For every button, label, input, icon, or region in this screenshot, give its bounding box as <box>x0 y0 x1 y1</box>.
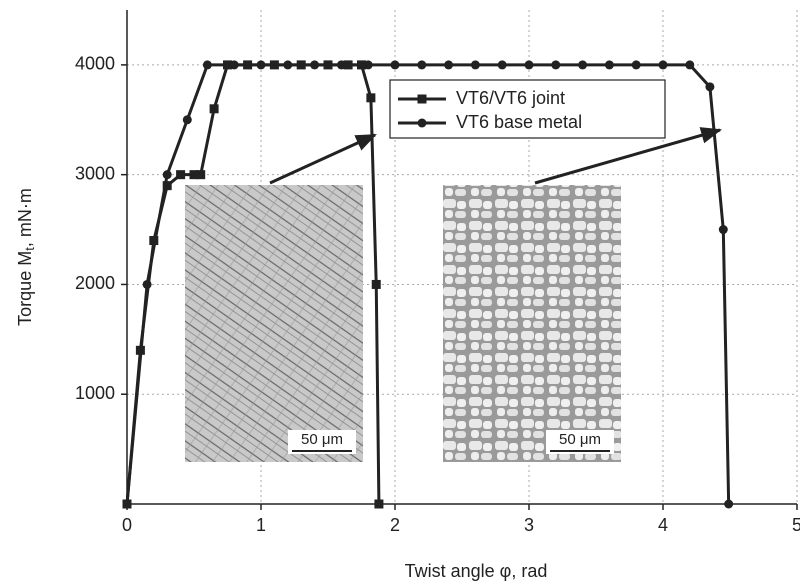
arrow <box>270 135 375 183</box>
marker <box>210 104 219 113</box>
marker <box>283 60 292 69</box>
marker <box>551 60 560 69</box>
x-axis-label: Twist angle φ, rad <box>405 561 548 581</box>
chart: 50 μm 50 μm Twist angle φ, rad Torque Mt… <box>0 0 800 585</box>
y-tick-label: 4000 <box>75 54 115 74</box>
y-tick-label: 3000 <box>75 163 115 183</box>
legend-label: VT6 base metal <box>456 112 582 132</box>
x-tick-label: 1 <box>256 515 266 535</box>
marker <box>605 60 614 69</box>
marker <box>310 60 319 69</box>
legend-label: VT6/VT6 joint <box>456 88 565 108</box>
marker <box>632 60 641 69</box>
marker <box>337 60 346 69</box>
marker <box>578 60 587 69</box>
legend: VT6/VT6 joint VT6 base metal <box>390 80 665 138</box>
insets: 50 μm 50 μm <box>185 130 720 462</box>
x-tick-label: 2 <box>390 515 400 535</box>
y-axis-label-part: Torque M <box>15 251 35 326</box>
marker <box>203 60 212 69</box>
y-tick-label: 1000 <box>75 383 115 403</box>
marker <box>471 60 480 69</box>
x-tick-label: 4 <box>658 515 668 535</box>
marker <box>163 170 172 179</box>
marker <box>659 60 668 69</box>
x-tick-label: 3 <box>524 515 534 535</box>
x-tick-label: 0 <box>122 515 132 535</box>
marker <box>366 93 375 102</box>
marker <box>196 170 205 179</box>
marker <box>143 280 152 289</box>
marker <box>257 60 266 69</box>
marker <box>364 60 373 69</box>
marker <box>418 119 427 128</box>
marker <box>705 82 714 91</box>
marker <box>719 225 728 234</box>
marker <box>685 60 694 69</box>
x-tick-label: 5 <box>792 515 800 535</box>
micrograph <box>185 185 363 462</box>
marker <box>183 115 192 124</box>
marker <box>444 60 453 69</box>
marker <box>372 280 381 289</box>
marker <box>525 60 534 69</box>
scale-label: 50 μm <box>559 431 601 448</box>
marker <box>176 170 185 179</box>
micrograph <box>443 185 621 462</box>
marker <box>230 60 239 69</box>
y-tick-label: 2000 <box>75 273 115 293</box>
marker <box>498 60 507 69</box>
y-axis-label-part: , mN·m <box>15 188 35 247</box>
marker <box>418 95 427 104</box>
marker <box>391 60 400 69</box>
scale-label: 50 μm <box>301 431 343 448</box>
y-axis-label: Torque Mt, mN·m <box>15 188 38 326</box>
marker <box>417 60 426 69</box>
